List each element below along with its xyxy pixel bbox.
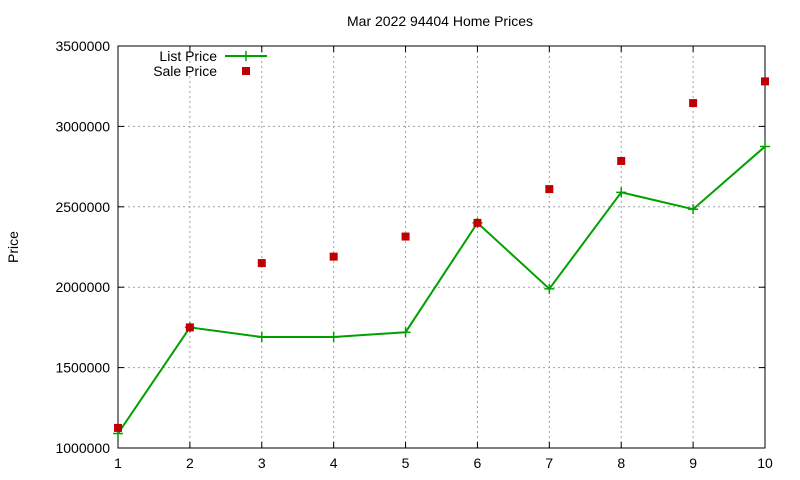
x-tick-label: 5 xyxy=(402,455,410,471)
chart-title: Mar 2022 94404 Home Prices xyxy=(347,13,533,29)
x-tick-label: 7 xyxy=(545,455,553,471)
y-axis-label: Price xyxy=(5,231,21,263)
y-tick-label: 3000000 xyxy=(55,118,110,134)
grid-lines xyxy=(118,46,765,448)
x-tick-label: 1 xyxy=(114,455,122,471)
x-tick-label: 8 xyxy=(617,455,625,471)
sale-price-point xyxy=(401,232,410,241)
x-tick-label: 4 xyxy=(330,455,338,471)
y-tick-label: 1500000 xyxy=(55,360,110,376)
list-price-point xyxy=(760,141,770,152)
sale-price-point xyxy=(473,218,482,227)
legend: List Price Sale Price xyxy=(153,48,267,79)
list-price-point xyxy=(328,332,339,343)
list-price-point xyxy=(544,283,555,294)
x-tick-label: 3 xyxy=(258,455,266,471)
x-tick-label: 10 xyxy=(757,455,773,471)
legend-marker-list-price xyxy=(241,51,251,61)
list-price-point xyxy=(616,187,627,198)
x-tick-labels: 1 2 3 4 5 6 7 8 9 10 xyxy=(114,455,773,471)
y-tick-label: 2500000 xyxy=(55,199,110,215)
series-layer xyxy=(113,77,770,439)
legend-marker-sale-price xyxy=(242,67,250,75)
sale-price-point xyxy=(761,77,769,86)
x-tick-label: 2 xyxy=(186,455,194,471)
y-tick-label: 2000000 xyxy=(55,279,110,295)
sale-price-point xyxy=(114,423,122,432)
sale-price-point xyxy=(257,259,266,268)
sale-price-point xyxy=(545,185,554,194)
y-tick-label: 3500000 xyxy=(55,38,110,54)
list-price-point xyxy=(688,204,699,215)
sale-price-point xyxy=(329,252,338,261)
legend-label-sale-price: Sale Price xyxy=(153,63,217,79)
axis-ticks xyxy=(117,45,766,449)
x-tick-label: 6 xyxy=(474,455,482,471)
sale-price-point xyxy=(617,156,626,165)
sale-price-point xyxy=(689,99,698,108)
list-price-point xyxy=(256,332,267,343)
list-price-line xyxy=(117,145,766,435)
y-tick-labels: 1000000 1500000 2000000 2500000 3000000 35000… xyxy=(55,38,110,456)
list-price-point xyxy=(400,327,411,338)
legend-label-list-price: List Price xyxy=(159,48,217,64)
plot-frame xyxy=(117,45,766,449)
y-tick-label: 1000000 xyxy=(55,440,110,456)
sale-price-point xyxy=(185,323,194,332)
x-tick-label: 9 xyxy=(689,455,697,471)
